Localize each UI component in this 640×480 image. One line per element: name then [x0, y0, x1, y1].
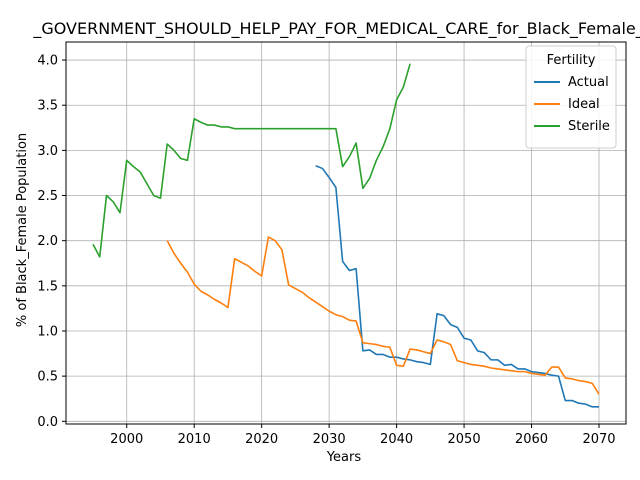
y-tick-label: 4.0	[37, 54, 58, 69]
series-line-actual	[315, 164, 600, 408]
y-tick-label: 1.5	[37, 279, 58, 294]
chart-title: _GOVERNMENT_SHOULD_HELP_PAY_FOR_MEDICAL_…	[32, 19, 640, 39]
x-tick-label: 2020	[245, 432, 278, 447]
legend-title: Fertility	[547, 53, 596, 68]
y-tick-label: 3.5	[37, 99, 58, 114]
y-tick-label: 3.0	[37, 144, 58, 159]
legend-label-sterile: Sterile	[568, 119, 610, 134]
legend-label-actual: Actual	[568, 75, 609, 90]
x-axis: 2000 2010 2020 2030 2040 2050 2060 2070	[110, 424, 616, 447]
series-line-sterile	[92, 63, 411, 258]
x-tick-label: 2030	[313, 432, 346, 447]
legend-label-ideal: Ideal	[568, 97, 600, 112]
plot-frame	[65, 41, 627, 425]
x-tick-label: 2000	[110, 432, 143, 447]
plot-lines	[92, 63, 600, 408]
y-axis-label: % of Black_Female Population	[15, 133, 30, 327]
x-axis-label: Years	[326, 450, 362, 465]
x-tick-label: 2050	[448, 432, 481, 447]
y-tick-label: 0.0	[37, 415, 58, 430]
x-tick-label: 2070	[582, 432, 615, 447]
y-tick-label: 2.5	[37, 189, 58, 204]
y-tick-label: 0.5	[37, 370, 58, 385]
y-tick-label: 1.0	[37, 324, 58, 339]
y-tick-label: 2.0	[37, 234, 58, 249]
y-axis: 0.0 0.5 1.0 1.5 2.0 2.5 3.0 3.5 4.0	[37, 54, 66, 430]
series-line-ideal	[166, 236, 600, 395]
x-tick-label: 2060	[515, 432, 548, 447]
legend-box	[525, 45, 617, 149]
x-tick-label: 2010	[178, 432, 211, 447]
legend: Fertility Actual Ideal Sterile	[525, 45, 617, 149]
x-tick-label: 2040	[380, 432, 413, 447]
